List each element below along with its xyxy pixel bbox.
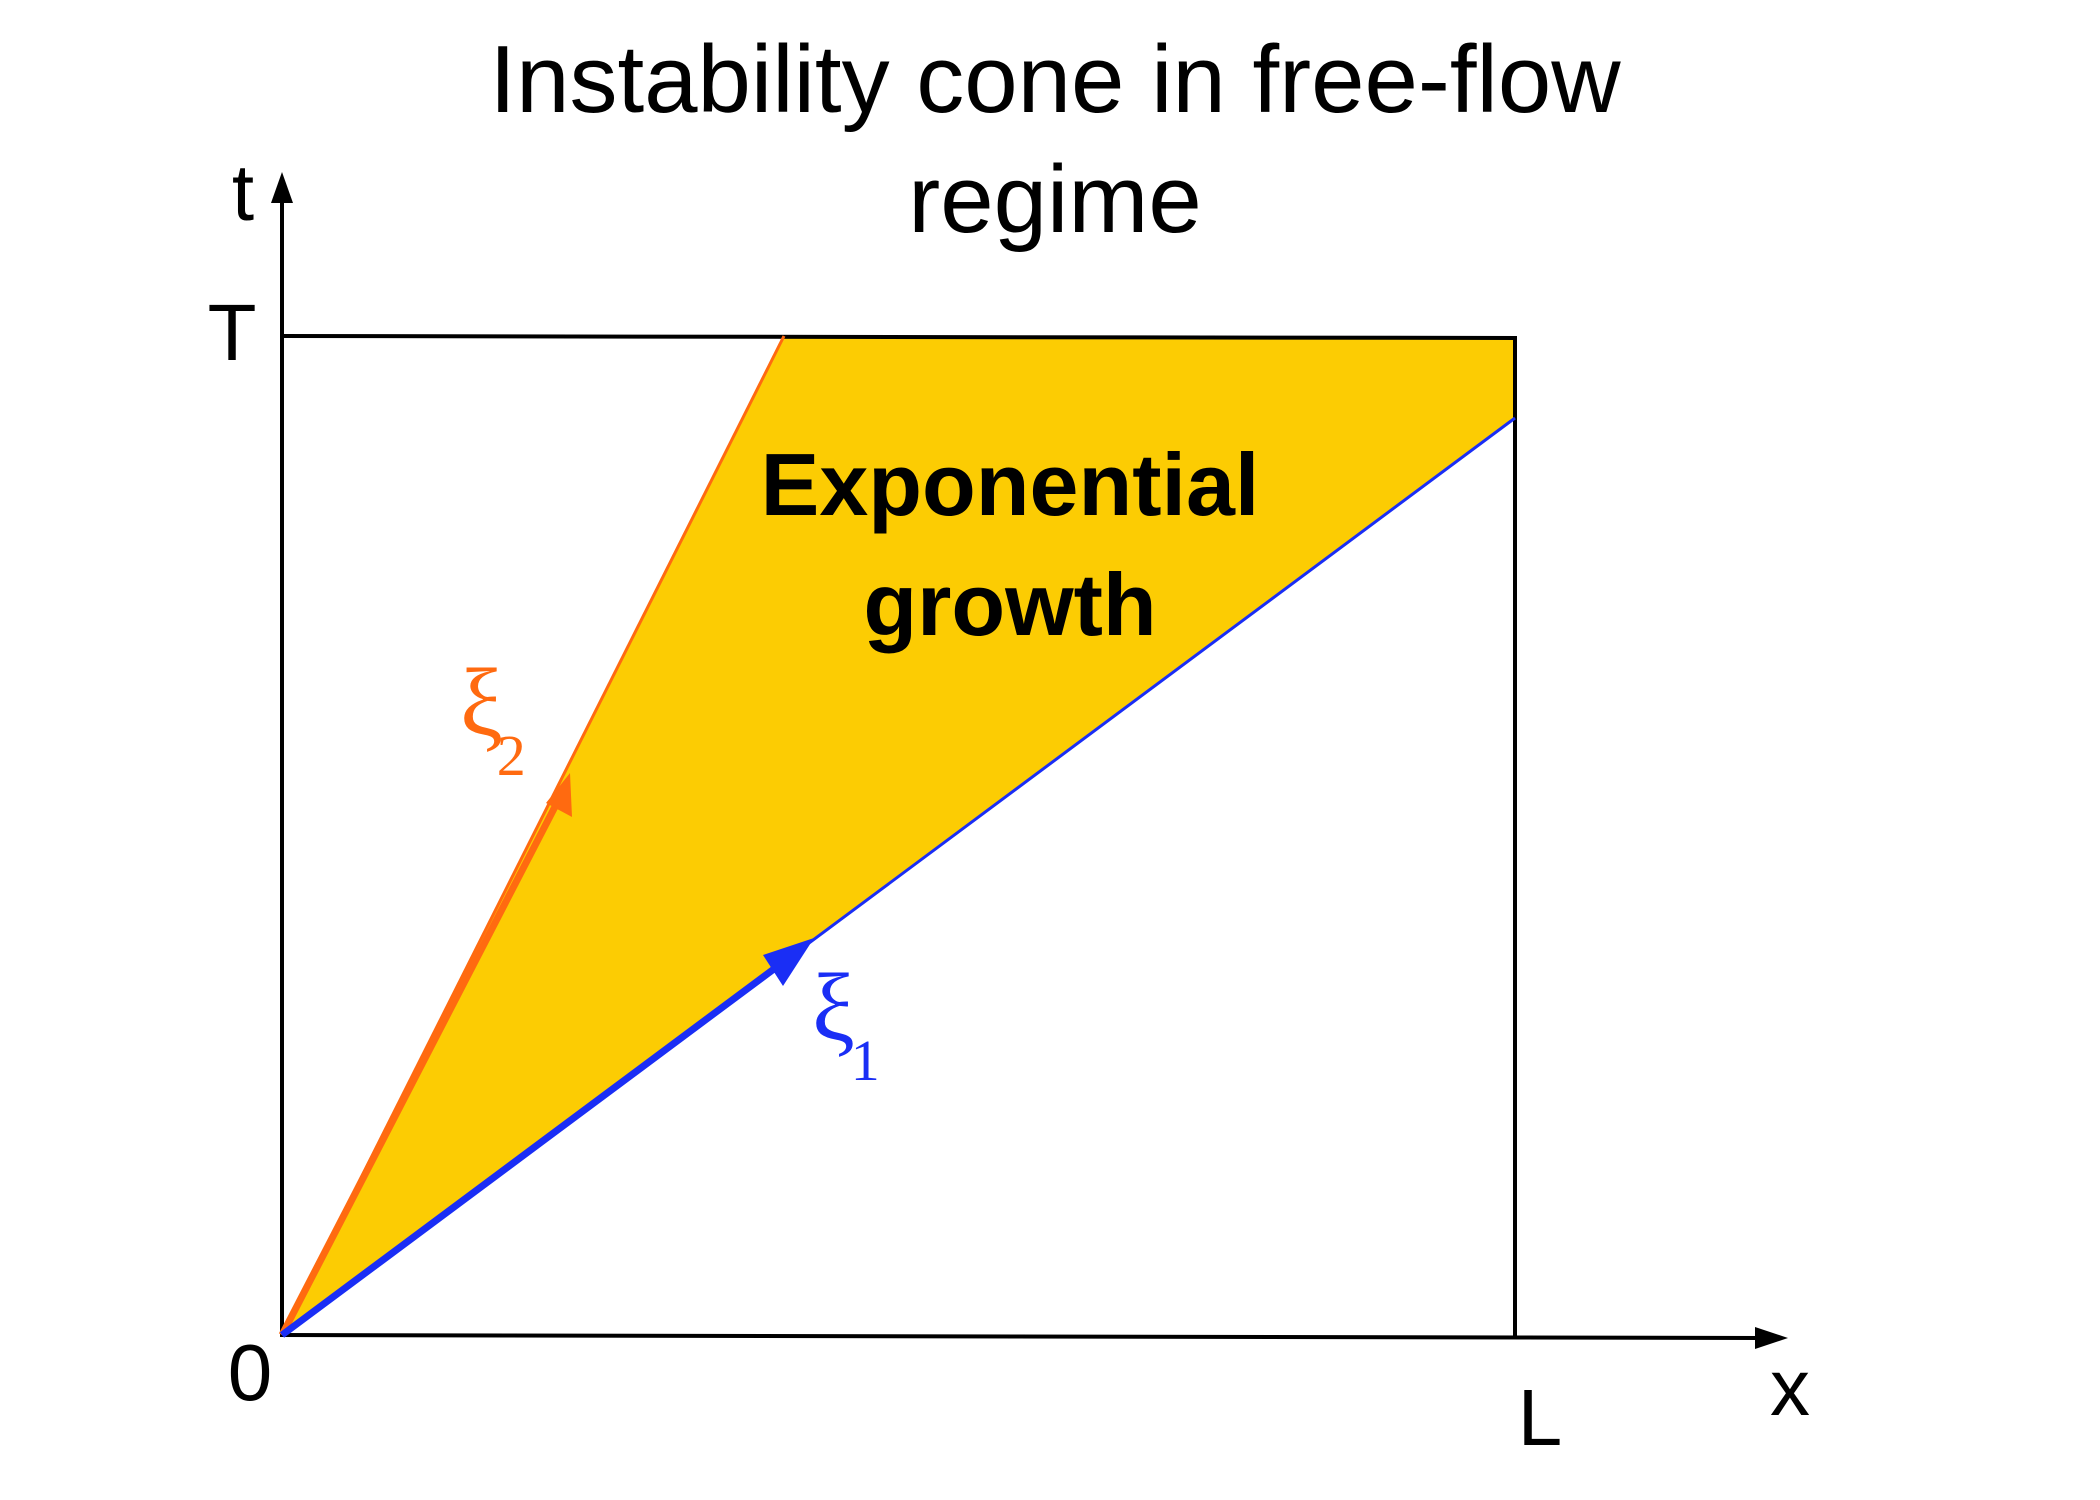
xi2-symbol: ξ [460, 649, 503, 756]
L-tick-label: L [1518, 1373, 1563, 1462]
xi1-characteristic-arrow-shaft [279, 954, 793, 1338]
x-axis-label: x [1770, 1343, 1810, 1432]
t-axis-arrowhead [271, 172, 293, 203]
region-label-line-2: growth [863, 555, 1156, 654]
xi1-arrowhead [763, 938, 814, 986]
region-label-line-1: Exponential [761, 435, 1260, 534]
x-axis [279, 1333, 1761, 1340]
t-axis-label: t [232, 148, 254, 237]
xi2-characteristic-arrow-shaft [278, 795, 564, 1337]
x-axis-arrowhead [1755, 1327, 1788, 1349]
xi2-subscript: 2 [497, 723, 526, 788]
T-tick-label: T [208, 288, 257, 377]
xi1-subscript: 1 [851, 1028, 880, 1093]
xi2-arrowhead [546, 773, 572, 817]
top-boundary-line [281, 334, 1518, 340]
origin-label: 0 [228, 1328, 273, 1417]
title-line-2: regime [908, 146, 1201, 253]
xi2-label: ξ2 [460, 649, 526, 788]
exponential-growth-region [282, 338, 1515, 1335]
xi1-label: ξ1 [812, 954, 880, 1093]
xi1-symbol: ξ [812, 954, 855, 1061]
title-line-1: Instability cone in free-flow [489, 26, 1621, 133]
